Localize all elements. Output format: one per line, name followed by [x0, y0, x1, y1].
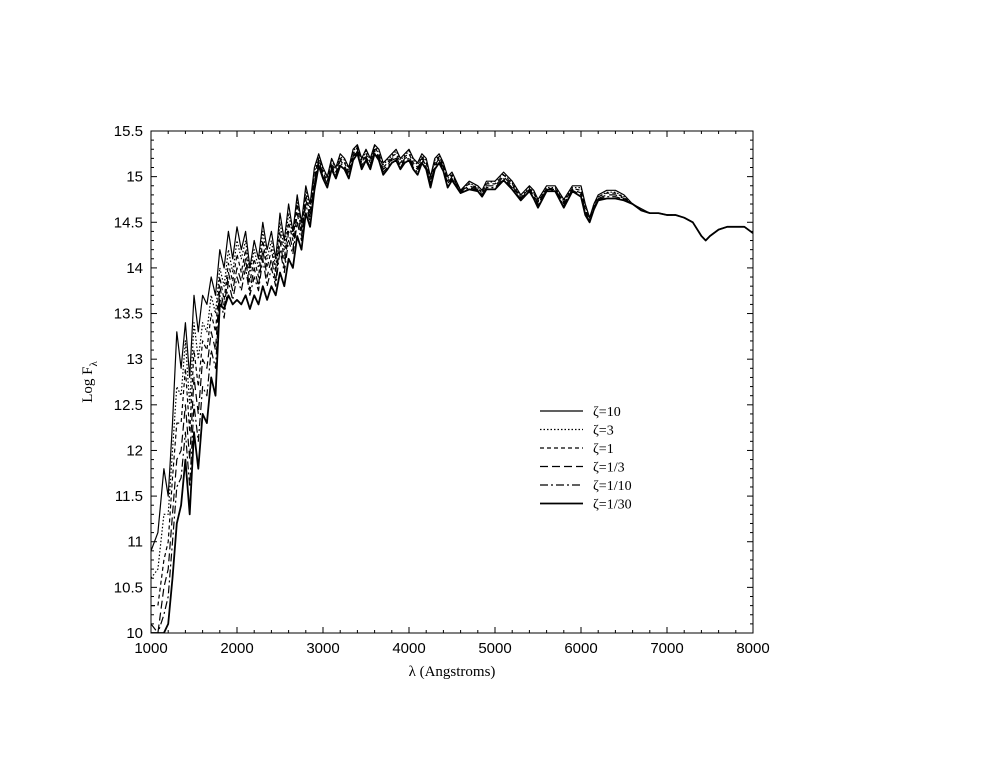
series-lines — [151, 144, 753, 633]
y-axis-label: Log Fλ — [80, 361, 100, 403]
y-tick-label: 10 — [126, 625, 143, 642]
y-tick-label: 14 — [126, 260, 143, 277]
y-tick-label: 13 — [126, 351, 143, 368]
y-tick-label: 15.5 — [114, 123, 143, 140]
series-line-5 — [151, 152, 753, 633]
y-tick-label: 12.5 — [114, 397, 143, 414]
x-tick-label: 6000 — [564, 640, 597, 657]
plot-frame — [150, 130, 754, 634]
legend-label-3: ζ=1/3 — [593, 461, 625, 476]
series-line-1 — [151, 145, 753, 579]
x-tick-label: 8000 — [736, 640, 769, 657]
y-tick-label: 12 — [126, 442, 143, 459]
y-axis-label-main: Log F — [80, 367, 96, 403]
x-tick-label: 1000 — [134, 640, 167, 657]
y-tick-label: 11.5 — [115, 488, 143, 505]
x-tick-label: 2000 — [220, 640, 253, 657]
x-tick-label: 3000 — [306, 640, 339, 657]
x-axis-ticks: 1000 2000 3000 4000 5000 6000 7000 8000 — [134, 131, 770, 657]
y-axis-label-sub: λ — [88, 361, 100, 367]
legend-label-5: ζ=1/30 — [593, 498, 632, 513]
y-tick-label: 13.5 — [114, 306, 143, 323]
y-axis-ticks: 10 10.5 11 11.5 12 12.5 13 13.5 14 14.5 15 15.5 — [114, 123, 753, 642]
x-axis-label: λ (Angstroms) — [409, 664, 496, 680]
legend-label-4: ζ=1/10 — [593, 479, 632, 494]
y-tick-label: 15 — [126, 169, 143, 186]
x-tick-label: 7000 — [650, 640, 683, 657]
legend-label-2: ζ=1 — [593, 442, 614, 457]
legend-label-0: ζ=10 — [593, 405, 621, 420]
series-line-0 — [151, 144, 753, 552]
legend-label-1: ζ=3 — [593, 424, 614, 439]
y-tick-label: 14.5 — [114, 214, 143, 231]
series-line-3 — [151, 148, 753, 633]
x-tick-label: 5000 — [478, 640, 511, 657]
series-line-2 — [151, 146, 753, 607]
series-line-4 — [151, 150, 753, 633]
y-tick-label: 10.5 — [114, 579, 143, 596]
x-tick-label: 4000 — [392, 640, 425, 657]
y-tick-label: 11 — [127, 534, 143, 551]
legend: ζ=10 ζ=3 ζ=1 ζ=1/3 ζ=1/10 ζ=1/30 — [540, 405, 632, 513]
